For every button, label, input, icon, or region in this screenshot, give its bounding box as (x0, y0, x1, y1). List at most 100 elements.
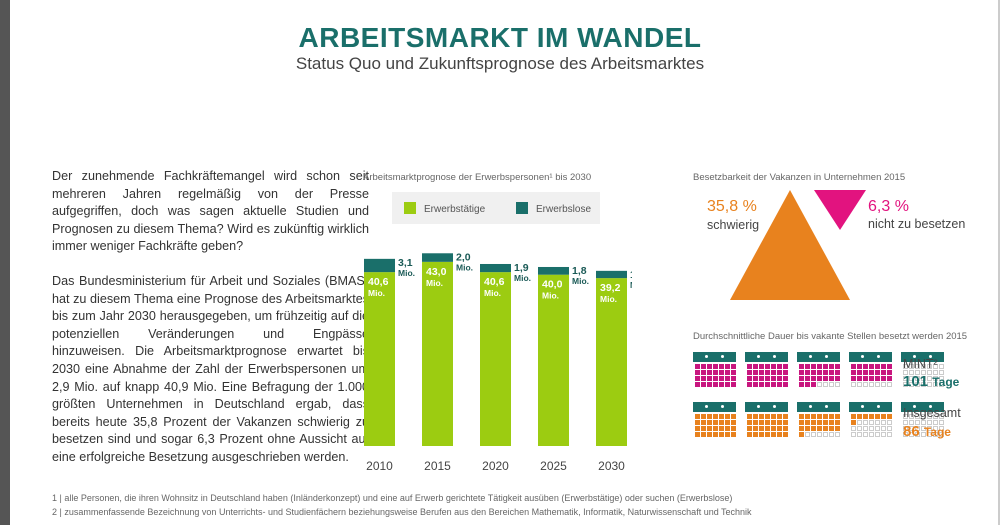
calendar-day (799, 382, 804, 387)
calendar-day (851, 382, 856, 387)
calendar-day (921, 376, 926, 381)
calendar-day (817, 382, 822, 387)
calendar-day (771, 432, 776, 437)
calendar-day (927, 426, 932, 431)
calendar-day (851, 420, 856, 425)
calendar-day (771, 364, 776, 369)
calendar-day (887, 432, 892, 437)
calendar-day (759, 382, 764, 387)
calendar-day (869, 370, 874, 375)
calendar-header (797, 402, 840, 412)
unfillable-triangle (814, 190, 866, 230)
calendar-day (765, 364, 770, 369)
label-employed-2030: 39,2 (600, 282, 621, 294)
calendar-day (719, 420, 724, 425)
calendar-header (745, 352, 788, 362)
calendar-day (695, 364, 700, 369)
calendar-day (915, 364, 920, 369)
mint-calendar-row (693, 352, 944, 390)
calendar-day (811, 432, 816, 437)
x-tick-2030: 2030 (598, 459, 625, 473)
calendar-day (759, 420, 764, 425)
calendar-day (857, 364, 862, 369)
calendar-day (915, 382, 920, 387)
calendar-day (759, 414, 764, 419)
calendar-header (745, 402, 788, 412)
workforce-chart: Erwerbstätige Erwerbslose40,6Mio.3,1Mio.2… (364, 192, 632, 473)
calendar-day (719, 432, 724, 437)
calendar-day (747, 364, 752, 369)
mint-label: MINT² (903, 357, 938, 371)
calendar-day (903, 376, 908, 381)
calendar-day (875, 432, 880, 437)
calendar-day (811, 370, 816, 375)
calendar-day (875, 414, 880, 419)
calendar-day (777, 426, 782, 431)
calendar-day (915, 420, 920, 425)
calendar-day (725, 370, 730, 375)
calendar-day (701, 382, 706, 387)
calendar-day (783, 364, 788, 369)
calendar-day (753, 414, 758, 419)
calendar-day (933, 370, 938, 375)
calendar-day (753, 382, 758, 387)
unfillable-label: nicht zu besetzen (868, 217, 966, 231)
x-tick-2015: 2015 (424, 459, 451, 473)
calendar-day (817, 370, 822, 375)
calendar-day (753, 370, 758, 375)
calendar-header (797, 352, 840, 362)
label-unemployed-unit-2025: Mio. (572, 276, 589, 286)
calendar-day (725, 382, 730, 387)
calendar-day (939, 382, 944, 387)
calendar-day (725, 420, 730, 425)
calendar-day (713, 414, 718, 419)
calendar-day (777, 432, 782, 437)
calendar-day (695, 382, 700, 387)
label-employed-2010: 40,6 (368, 276, 389, 288)
calendar-day (909, 426, 914, 431)
calendar-day (887, 364, 892, 369)
total-calendar-icon (797, 402, 840, 440)
calendar-day (753, 432, 758, 437)
total-calendar-icon (745, 402, 788, 440)
calendar-day (857, 376, 862, 381)
label-unemployed-unit-2015: Mio. (456, 262, 473, 272)
calendar-day (823, 414, 828, 419)
bar-unemployed-2020 (480, 263, 511, 273)
calendar-day (811, 414, 816, 419)
calendar-day (915, 414, 920, 419)
calendar-day (805, 426, 810, 431)
calendar-day (881, 382, 886, 387)
calendar-day (927, 364, 932, 369)
calendar-day (903, 364, 908, 369)
label-unemployed-2025: 1,8 (572, 265, 587, 277)
page-title: ARBEITSMARKT IM WANDEL (298, 22, 702, 53)
calendar-day (805, 370, 810, 375)
calendar-day (881, 432, 886, 437)
label-unemployed-unit-2030: Mio. (630, 280, 632, 290)
calendar-day (933, 432, 938, 437)
calendar-day (695, 432, 700, 437)
calendar-day (939, 376, 944, 381)
calendar-day (927, 370, 932, 375)
difficult-label: schwierig (707, 218, 760, 232)
calendar-day (927, 376, 932, 381)
calendar-day (829, 376, 834, 381)
calendar-day (851, 370, 856, 375)
calendar-day (875, 382, 880, 387)
calendar-day (869, 432, 874, 437)
calendar-day (725, 376, 730, 381)
calendar-day (933, 364, 938, 369)
calendar-day (765, 420, 770, 425)
calendar-grid (799, 364, 840, 387)
calendar-day (771, 376, 776, 381)
calendar-header (693, 352, 736, 362)
label-unemployed-unit-2020: Mio. (514, 273, 531, 283)
calendar-day (725, 426, 730, 431)
calendar-day (753, 376, 758, 381)
calendar-day (823, 420, 828, 425)
calendar-day (707, 414, 712, 419)
calendar-day (799, 370, 804, 375)
calendar-day (695, 376, 700, 381)
calendar-day (701, 426, 706, 431)
